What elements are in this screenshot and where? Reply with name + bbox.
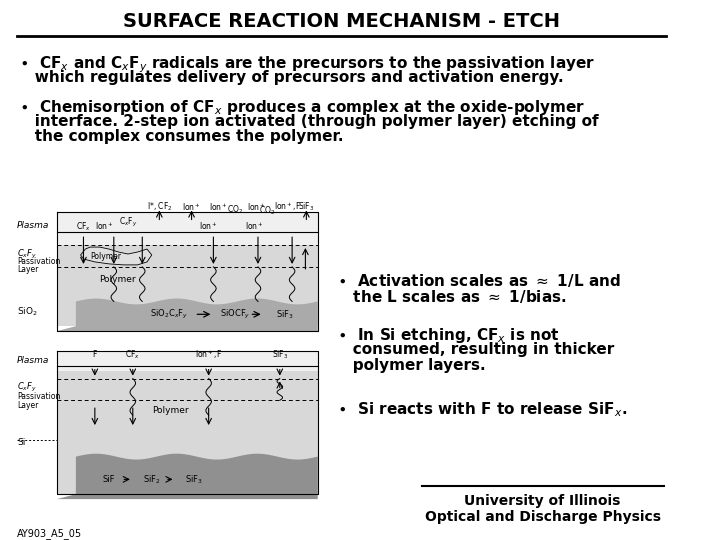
Text: consumed, resulting in thicker: consumed, resulting in thicker (337, 342, 614, 357)
Text: Layer: Layer (17, 401, 38, 410)
Text: AY903_A5_05: AY903_A5_05 (17, 528, 82, 539)
Polygon shape (57, 213, 318, 245)
Text: SiO$_2$: SiO$_2$ (17, 305, 38, 318)
Text: Ion$^+$,F: Ion$^+$,F (274, 201, 301, 213)
Text: $\bullet$  Chemisorption of CF$_x$ produces a complex at the oxide-polymer: $\bullet$ Chemisorption of CF$_x$ produc… (19, 98, 585, 117)
Text: SURFACE REACTION MECHANISM - ETCH: SURFACE REACTION MECHANISM - ETCH (123, 12, 560, 31)
Text: Layer: Layer (17, 265, 38, 274)
Text: CF$_x$: CF$_x$ (125, 349, 140, 361)
Text: I*, CF$_2$: I*, CF$_2$ (147, 201, 172, 213)
Text: Ion$^+$: Ion$^+$ (245, 220, 264, 232)
Polygon shape (57, 351, 318, 370)
Text: $\bullet$  In Si etching, CF$_x$ is not: $\bullet$ In Si etching, CF$_x$ is not (337, 326, 559, 345)
Text: SiO$_2$C$_x$F$_y$: SiO$_2$C$_x$F$_y$ (150, 308, 188, 321)
Polygon shape (57, 245, 318, 326)
Text: polymer layers.: polymer layers. (337, 358, 485, 373)
Text: SiF$_3$: SiF$_3$ (276, 308, 294, 321)
Text: SiOCF$_y$: SiOCF$_y$ (220, 308, 251, 321)
Text: Optical and Discharge Physics: Optical and Discharge Physics (425, 510, 660, 524)
Polygon shape (81, 247, 152, 265)
Text: F: F (93, 350, 97, 359)
Text: CF$_x$: CF$_x$ (76, 220, 91, 233)
Text: Ion$^+$: Ion$^+$ (209, 202, 228, 213)
Text: Si: Si (17, 438, 25, 447)
Text: $\bullet$  CF$_x$ and C$_x$F$_y$ radicals are the precursors to the passivation : $\bullet$ CF$_x$ and C$_x$F$_y$ radicals… (19, 55, 595, 75)
Text: University of Illinois: University of Illinois (464, 494, 621, 508)
Text: C$_x$F$_y$: C$_x$F$_y$ (119, 216, 138, 229)
Text: Polymer: Polymer (153, 406, 189, 415)
Text: Ion$^+$: Ion$^+$ (247, 202, 266, 213)
Text: SiF$_2$: SiF$_2$ (143, 473, 161, 485)
Text: Plasma: Plasma (17, 356, 50, 365)
Text: the L scales as $\approx$ 1/bias.: the L scales as $\approx$ 1/bias. (337, 288, 567, 305)
Text: SiF: SiF (103, 475, 115, 484)
Text: Polymer: Polymer (91, 253, 122, 261)
Polygon shape (57, 299, 318, 331)
Text: the complex consumes the polymer.: the complex consumes the polymer. (19, 130, 343, 145)
Text: CO$_2$: CO$_2$ (259, 205, 276, 218)
Text: Plasma: Plasma (17, 221, 50, 230)
Text: Ion$^+$: Ion$^+$ (182, 202, 201, 213)
Polygon shape (57, 351, 318, 494)
Text: interface. 2-step ion activated (through polymer layer) etching of: interface. 2-step ion activated (through… (19, 113, 598, 129)
Text: $\bullet$  Si reacts with F to release SiF$_x$.: $\bullet$ Si reacts with F to release Si… (337, 400, 627, 419)
Text: Ion$^+$: Ion$^+$ (95, 220, 114, 232)
Text: which regulates delivery of precursors and activation energy.: which regulates delivery of precursors a… (19, 70, 564, 85)
Text: SiF$_3$: SiF$_3$ (271, 349, 288, 361)
Text: $C_xF_y$: $C_xF_y$ (17, 381, 37, 394)
Text: SiF$_3$: SiF$_3$ (298, 201, 315, 213)
Polygon shape (57, 454, 318, 499)
Text: SiF$_3$: SiF$_3$ (186, 473, 203, 485)
Text: Passivation: Passivation (17, 392, 60, 401)
Text: Ion$^+$,F: Ion$^+$,F (195, 348, 222, 361)
Text: $\bullet$  Activation scales as $\approx$ 1/L and: $\bullet$ Activation scales as $\approx$… (337, 272, 621, 289)
Text: $C_xF_y$: $C_xF_y$ (17, 247, 37, 261)
Text: Ion$^+$: Ion$^+$ (199, 220, 218, 232)
Text: CO$_2$: CO$_2$ (227, 204, 243, 217)
Text: Passivation: Passivation (17, 258, 60, 266)
Text: Polymer: Polymer (99, 275, 136, 284)
